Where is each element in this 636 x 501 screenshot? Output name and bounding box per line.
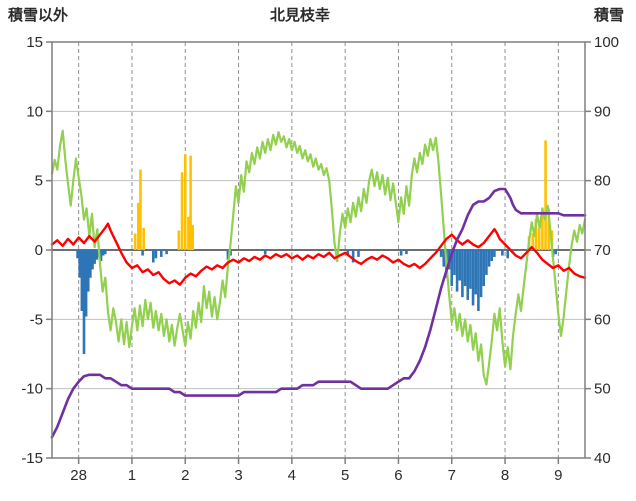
orange-bar (177, 230, 181, 250)
orange-bar (139, 169, 142, 250)
orange-bar (137, 202, 140, 250)
x-axis-tick-label: 6 (394, 467, 402, 484)
left-axis-title: 積雪以外 (8, 7, 69, 24)
blue-bar (165, 250, 168, 255)
blue-bar (351, 250, 355, 263)
blue-bar (461, 250, 464, 298)
blue-bar (453, 250, 456, 275)
left-axis-tick-label: 5 (35, 173, 43, 190)
orange-bar (544, 140, 547, 250)
purple-line (50, 187, 587, 439)
blue-bar (479, 250, 483, 298)
orange-bar (547, 208, 551, 250)
blue-bar (474, 250, 478, 295)
right-axis-tick-label: 60 (594, 311, 611, 328)
blue-bar (506, 250, 510, 259)
blue-bar (463, 250, 467, 287)
left-axis-tick-label: 0 (35, 242, 43, 259)
right-axis-tick-label: 70 (594, 242, 611, 259)
blue-bar (104, 250, 107, 255)
blue-bar (84, 250, 88, 317)
blue-bar (482, 250, 486, 287)
left-axis-tick-label: 10 (26, 103, 43, 120)
left-axis-tick-label: -5 (30, 311, 43, 328)
orange-bar (133, 233, 137, 250)
x-axis-tick-label: 7 (448, 467, 456, 484)
x-axis-tick-label: 2 (181, 467, 189, 484)
blue-bar (89, 250, 92, 278)
left-axis-tick-label: -15 (21, 450, 43, 467)
green-line (50, 129, 587, 386)
blue-bar (91, 250, 94, 270)
right-axis-tick-label: 50 (594, 381, 611, 398)
blue-bar (458, 250, 462, 281)
blue-bar (151, 250, 155, 263)
x-axis-tick-label: 8 (501, 467, 509, 484)
orange-bar (537, 227, 541, 250)
x-axis-tick-label: 9 (554, 467, 562, 484)
orange-bar (180, 172, 184, 250)
red-line (50, 222, 587, 286)
blue-bar (80, 250, 84, 312)
blue-bar (466, 250, 470, 300)
orange-bar (191, 225, 195, 250)
right-axis-tick-label: 90 (594, 103, 611, 120)
blue-bar (399, 250, 403, 256)
x-axis-tick-label: 1 (128, 467, 136, 484)
right-axis-tick-label: 80 (594, 173, 611, 190)
orange-bar (187, 216, 190, 250)
blue-bar (477, 250, 480, 312)
blue-bar (493, 250, 496, 257)
blue-bar (263, 250, 267, 255)
left-axis-tick-label: 15 (26, 34, 43, 51)
blue-bar (226, 250, 230, 260)
blue-bar (490, 250, 494, 262)
blue-bar (99, 250, 103, 262)
blue-bar (93, 250, 96, 264)
left-axis-tick-label: -10 (21, 381, 43, 398)
orange-bar (189, 155, 192, 250)
chart-title: 北見枝幸 (269, 7, 331, 24)
blue-bar (469, 250, 472, 289)
orange-bar (531, 233, 535, 250)
blue-bar (501, 250, 504, 256)
x-axis-tick-label: 5 (341, 467, 349, 484)
right-axis-tick-label: 100 (594, 34, 619, 51)
x-axis-tick-label: 3 (234, 467, 242, 484)
x-axis-tick-label: 4 (288, 467, 296, 484)
blue-bar (141, 250, 144, 256)
x-axis-tick-label: 28 (70, 467, 87, 484)
right-axis-title: 積雪 (593, 7, 624, 24)
blue-bar (442, 250, 446, 267)
orange-bar (142, 227, 145, 250)
blue-bar (78, 250, 82, 278)
orange-bar (541, 213, 544, 250)
blue-bar (405, 250, 408, 255)
blue-bar (554, 250, 557, 255)
blue-bar (485, 250, 488, 275)
orange-bar (183, 154, 187, 250)
blue-bar (154, 250, 158, 259)
blue-bar (487, 250, 491, 267)
blue-bar (82, 250, 86, 354)
blue-bar (439, 250, 443, 257)
blue-bar (346, 250, 350, 256)
blue-bar (95, 250, 99, 260)
blue-bar (450, 250, 454, 287)
blue-bar (76, 250, 79, 259)
right-axis-tick-label: 40 (594, 450, 611, 467)
blue-bar (471, 250, 475, 306)
blue-bar (357, 250, 360, 257)
blue-bar (455, 250, 459, 292)
blue-bar (86, 250, 90, 292)
orange-bar (534, 219, 538, 250)
blue-bar (101, 250, 105, 256)
blue-bar (159, 250, 163, 257)
